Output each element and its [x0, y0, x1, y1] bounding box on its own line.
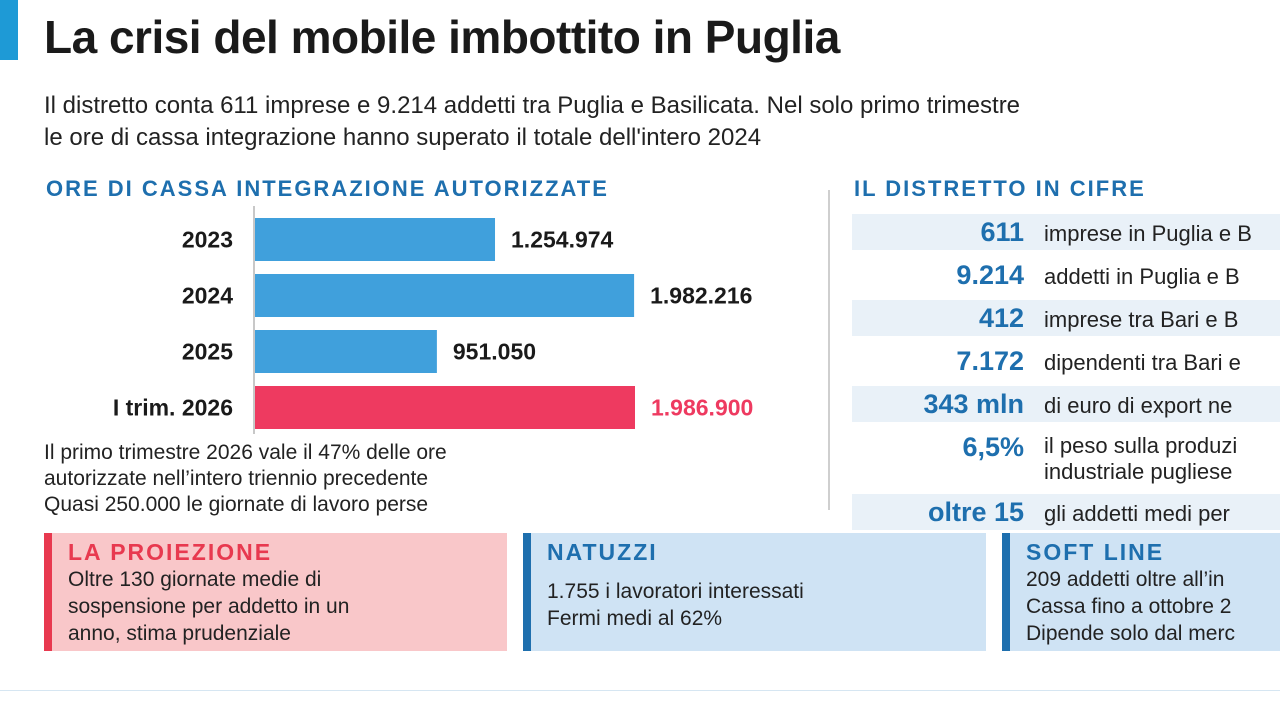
softline-heading: SOFT LINE [1026, 539, 1165, 565]
stat-value: 611 [980, 217, 1024, 247]
value-label: 1.254.974 [511, 227, 614, 253]
title-accent-bar [0, 0, 18, 60]
stat-row: 9.214 addetti in Puglia e B [852, 257, 1280, 293]
chart-note-line-2: autorizzate nell’intero triennio precede… [44, 467, 429, 490]
stat-value: 6,5% [962, 432, 1024, 462]
natuzzi-line-2: Fermi medi al 62% [547, 607, 723, 630]
page-title: La crisi del mobile imbottito in Puglia [44, 11, 840, 63]
stat-label: imprese in Puglia e B [1044, 221, 1252, 246]
district-heading: IL DISTRETTO IN CIFRE [854, 176, 1146, 201]
softline-line-3: Dipende solo dal merc [1026, 622, 1235, 645]
stat-row: 412 imprese tra Bari e B [852, 300, 1280, 336]
stat-row: 343 mln di euro di export ne [852, 386, 1280, 422]
category-label: 2023 [182, 227, 233, 253]
value-label: 1.986.900 [651, 395, 753, 421]
chart-title: ORE DI CASSA INTEGRAZIONE AUTORIZZATE [46, 176, 609, 201]
softline-box: SOFT LINE 209 addetti oltre all’in Cassa… [1002, 533, 1280, 651]
stat-value: 9.214 [956, 260, 1024, 290]
stat-label-line-1: il peso sulla produzi [1044, 433, 1238, 458]
stat-row: 7.172 dipendenti tra Bari e [852, 343, 1280, 379]
bar [255, 218, 496, 261]
stat-row: 611 imprese in Puglia e B [852, 214, 1280, 250]
stat-label: dipendenti tra Bari e [1044, 350, 1241, 375]
bar [255, 274, 635, 317]
chart-note-line-1: Il primo trimestre 2026 vale il 47% dell… [44, 441, 447, 464]
bar-chart: 2023 1.254.974 2024 1.982.216 2025 951.050 I t… [113, 206, 753, 434]
stat-value: 412 [978, 303, 1024, 333]
column-divider [828, 190, 830, 510]
proiezione-line-3: anno, stima prudenziale [68, 622, 291, 645]
stat-label: di euro di export ne [1044, 393, 1233, 418]
category-label: 2024 [182, 283, 233, 309]
bar [255, 330, 437, 373]
bar [255, 386, 635, 429]
proiezione-line-2: sospensione per addetto in un [68, 595, 350, 618]
stat-label: il peso sulla produzi industriale puglie… [1044, 429, 1237, 487]
chart-note: Il primo trimestre 2026 vale il 47% dell… [44, 440, 447, 518]
category-label: 2025 [182, 339, 233, 365]
stat-row: 6,5% il peso sulla produzi industriale p… [852, 429, 1280, 487]
value-label: 951.050 [453, 339, 536, 365]
softline-line-1: 209 addetti oltre all’in [1026, 568, 1225, 591]
page-subtitle: Il distretto conta 611 imprese e 9.214 a… [44, 90, 1020, 154]
stat-label: gli addetti medi per [1044, 501, 1230, 526]
value-label: 1.982.216 [650, 283, 752, 309]
natuzzi-heading: NATUZZI [547, 539, 658, 565]
category-label: I trim. 2026 [113, 395, 233, 421]
district-stats-list: 611 imprese in Puglia e B 9.214 addetti … [852, 214, 1280, 537]
stat-label: imprese tra Bari e B [1044, 307, 1239, 332]
subtitle-line-1: Il distretto conta 611 imprese e 9.214 a… [44, 92, 1021, 119]
natuzzi-box: NATUZZI 1.755 i lavoratori interessati F… [523, 533, 986, 651]
proiezione-box: LA PROIEZIONE Oltre 130 giornate medie d… [44, 533, 507, 651]
stat-label: addetti in Puglia e B [1044, 264, 1240, 289]
chart-note-line-3: Quasi 250.000 le giornate di lavoro pers… [44, 493, 429, 516]
subtitle-line-2: le ore di cassa integrazione hanno super… [44, 124, 762, 151]
stat-value: oltre 15 [927, 497, 1024, 527]
stat-value: 343 mln [923, 389, 1024, 419]
bottom-divider [0, 690, 1280, 691]
proiezione-heading: LA PROIEZIONE [68, 539, 273, 565]
proiezione-line-1: Oltre 130 giornate medie di [68, 568, 322, 591]
stat-value: 7.172 [956, 346, 1024, 376]
stat-row: oltre 15 gli addetti medi per [852, 494, 1280, 530]
natuzzi-line-1: 1.755 i lavoratori interessati [547, 580, 804, 603]
softline-line-2: Cassa fino a ottobre 2 [1026, 595, 1232, 618]
stat-label-line-2: industriale pugliese [1044, 459, 1233, 484]
